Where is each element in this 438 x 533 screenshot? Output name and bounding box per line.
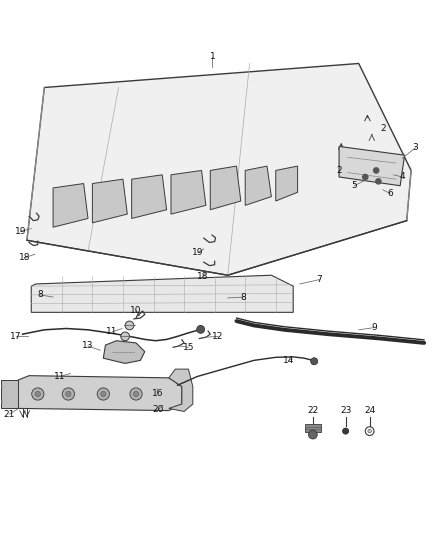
Circle shape: [97, 388, 110, 400]
Text: 17: 17: [10, 332, 22, 341]
Circle shape: [121, 332, 130, 341]
Polygon shape: [276, 166, 297, 201]
Text: 18: 18: [197, 272, 208, 280]
Circle shape: [134, 391, 139, 397]
Polygon shape: [305, 424, 321, 432]
Circle shape: [311, 358, 318, 365]
Polygon shape: [132, 175, 166, 219]
Polygon shape: [92, 179, 127, 223]
Text: 21: 21: [4, 409, 15, 418]
Polygon shape: [27, 63, 411, 275]
Text: 14: 14: [283, 356, 294, 365]
Circle shape: [62, 388, 74, 400]
Text: 6: 6: [387, 189, 393, 198]
Text: 3: 3: [413, 143, 418, 152]
Circle shape: [368, 430, 371, 433]
Text: 13: 13: [82, 342, 94, 351]
Text: 20: 20: [152, 405, 163, 414]
Text: 9: 9: [371, 323, 377, 332]
Polygon shape: [245, 166, 272, 205]
Text: 11: 11: [106, 327, 118, 336]
Circle shape: [101, 391, 106, 397]
Text: 19: 19: [192, 248, 204, 257]
Polygon shape: [1, 380, 18, 408]
Text: 15: 15: [183, 343, 194, 352]
Text: 22: 22: [307, 406, 318, 415]
Circle shape: [125, 321, 134, 330]
Circle shape: [35, 391, 40, 397]
Circle shape: [343, 428, 349, 434]
Text: 7: 7: [317, 275, 322, 284]
Text: 18: 18: [19, 253, 31, 262]
Text: 2: 2: [380, 125, 385, 133]
Circle shape: [374, 168, 379, 173]
Circle shape: [365, 427, 374, 435]
Text: 5: 5: [351, 181, 357, 190]
Circle shape: [32, 388, 44, 400]
Text: 2: 2: [336, 166, 342, 175]
Circle shape: [197, 326, 205, 333]
Polygon shape: [210, 166, 241, 210]
Circle shape: [308, 430, 317, 439]
Circle shape: [376, 179, 381, 184]
Text: 24: 24: [364, 406, 375, 415]
Polygon shape: [169, 369, 193, 411]
Circle shape: [0, 383, 2, 390]
Text: 12: 12: [212, 332, 224, 341]
Polygon shape: [339, 147, 405, 185]
Text: 23: 23: [340, 406, 351, 415]
Circle shape: [66, 391, 71, 397]
Polygon shape: [31, 275, 293, 312]
Circle shape: [363, 174, 368, 180]
Circle shape: [0, 398, 2, 405]
Polygon shape: [18, 376, 182, 410]
Text: 4: 4: [399, 173, 405, 182]
Text: 8: 8: [37, 290, 43, 300]
Polygon shape: [53, 183, 88, 227]
Text: 19: 19: [14, 227, 26, 236]
Text: 1: 1: [209, 52, 215, 61]
Text: 16: 16: [152, 390, 164, 399]
Text: 10: 10: [130, 305, 142, 314]
Text: 11: 11: [54, 372, 65, 381]
Polygon shape: [171, 171, 206, 214]
Polygon shape: [103, 341, 145, 364]
Text: 8: 8: [240, 293, 246, 302]
Circle shape: [130, 388, 142, 400]
